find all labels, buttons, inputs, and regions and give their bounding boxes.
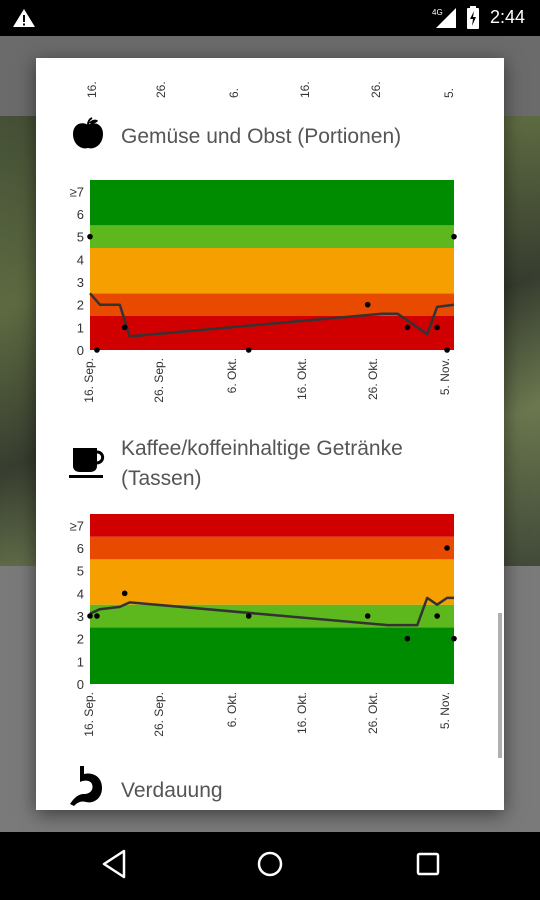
x-tick-label: 16. <box>298 81 312 98</box>
y-tick-label: ≥7 <box>70 518 84 533</box>
y-tick-label: 6 <box>77 541 84 556</box>
y-tick-label: 4 <box>77 586 84 601</box>
x-tick-label: 16. <box>85 81 99 98</box>
y-tick-label: 1 <box>77 654 84 669</box>
y-tick-label: 3 <box>77 275 84 290</box>
section-title-coffee: Kaffee/koffeinhaltige Getränke (Tassen) <box>121 434 403 494</box>
data-point <box>364 613 371 619</box>
data-point <box>434 324 440 331</box>
chart-band <box>90 293 454 316</box>
data-point <box>245 613 252 619</box>
chart-band <box>90 536 454 560</box>
chart-band <box>90 225 454 248</box>
data-point <box>94 613 100 619</box>
chart-band <box>90 559 454 605</box>
coffee-chart: ≥7 6 5 4 3 2 1 0 16. Sep. 26. Sep. 6. Okt. 16. Okt.… <box>36 514 504 744</box>
navigation-bar <box>0 832 540 900</box>
x-tick-label: 26. Okt. <box>366 358 380 400</box>
chart-band <box>90 514 454 537</box>
y-tick-label: 5 <box>77 564 84 579</box>
stomach-icon <box>70 766 102 806</box>
x-tick-label: 5. <box>442 87 456 98</box>
data-point <box>121 324 128 331</box>
data-point <box>444 545 450 551</box>
y-tick-label: ≥7 <box>70 184 84 199</box>
y-tick-label: 2 <box>77 298 84 313</box>
dialog-scrollbar[interactable] <box>498 613 502 758</box>
data-point <box>87 233 93 240</box>
section-title-digestion: Verdauung <box>121 779 223 802</box>
chart-svg: ≥7 6 5 4 3 2 1 016. Sep. 26. Sep. 6. Okt. 16. Okt.… <box>70 180 457 403</box>
x-tick-label: 5. Nov. <box>438 692 452 729</box>
data-point <box>404 635 411 642</box>
data-point <box>245 347 252 353</box>
recents-button[interactable] <box>414 848 442 880</box>
x-tick-label: 26. <box>369 81 383 98</box>
signal-icon: 4G <box>432 8 456 28</box>
section-title-vegetables: Gemüse und Obst (Portionen) <box>121 125 402 148</box>
data-point <box>404 324 411 331</box>
vegetables-chart: ≥7 6 5 4 3 2 1 0 16. Sep. 26. Sep. 6. Okt. 16. Okt.… <box>36 180 504 410</box>
chart-band <box>90 316 454 350</box>
x-tick-label: 16. Sep. <box>82 692 96 737</box>
home-button[interactable] <box>256 848 284 880</box>
data-point <box>451 233 457 240</box>
data-point <box>94 347 100 353</box>
back-button[interactable] <box>100 848 128 880</box>
y-tick-label: 3 <box>77 609 84 624</box>
data-point <box>434 613 440 619</box>
x-tick-label: 16. Okt. <box>295 358 309 400</box>
x-tick-label: 26. Okt. <box>366 692 380 734</box>
y-tick-label: 0 <box>77 677 84 692</box>
data-point <box>444 347 450 353</box>
x-tick-label: 6. Okt. <box>225 358 239 393</box>
trend-line <box>89 596 454 627</box>
x-tick-label: 6. Okt. <box>225 692 239 727</box>
x-tick-label: 26. Sep. <box>152 358 166 403</box>
data-point <box>87 613 93 619</box>
y-tick-label: 4 <box>77 252 84 267</box>
battery-charging-icon <box>467 6 479 29</box>
x-tick-label: 6. <box>227 87 241 98</box>
clock: 2:44 <box>490 7 526 27</box>
section-title-coffee-line1: Kaffee/koffeinhaltige Getränke <box>121 437 403 460</box>
chart-band <box>90 627 454 684</box>
apple-icon <box>73 117 103 149</box>
y-tick-label: 5 <box>77 230 84 245</box>
chart-svg: ≥7 6 5 4 3 2 1 016. Sep. 26. Sep. 6. Okt. 16. Okt.… <box>70 514 457 737</box>
network-type-label: 4G <box>432 8 443 17</box>
x-tick-label: 26. <box>154 81 168 98</box>
coffee-cup-icon <box>69 448 105 478</box>
top-x-axis-labels: 16. 26. 6. 16. 26. 5. <box>36 58 504 108</box>
section-title-coffee-line2: (Tassen) <box>121 467 202 490</box>
y-tick-label: 6 <box>77 207 84 222</box>
y-tick-label: 0 <box>77 343 84 358</box>
x-tick-label: 5. Nov. <box>438 358 452 395</box>
y-tick-label: 2 <box>77 632 84 647</box>
trend-line <box>89 292 455 338</box>
x-tick-label: 16. Sep. <box>82 358 96 403</box>
data-point <box>451 635 457 642</box>
data-point <box>121 590 128 597</box>
data-point <box>364 301 371 308</box>
status-bar: 4G 2:44 <box>0 0 540 36</box>
chart-band <box>90 248 454 294</box>
y-tick-label: 1 <box>77 320 84 335</box>
x-tick-label: 26. Sep. <box>152 692 166 737</box>
x-tick-label: 16. Okt. <box>295 692 309 734</box>
chart-band <box>90 180 454 226</box>
chart-dialog: 16. 26. 6. 16. 26. 5. Gemüse und Obst (P… <box>36 58 504 810</box>
warning-icon <box>13 9 35 27</box>
